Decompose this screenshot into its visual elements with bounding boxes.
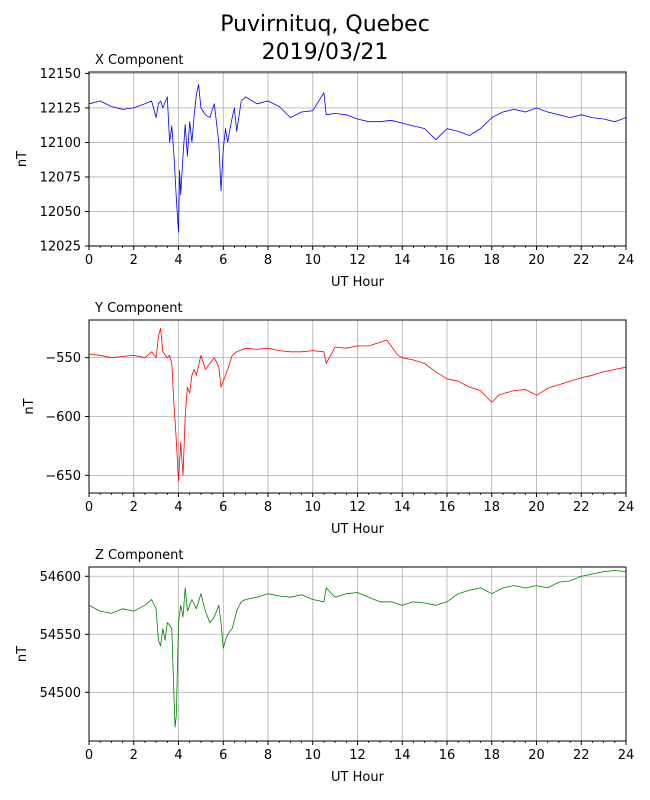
x-tick-label: 24 [618,748,635,763]
x-tick-label: 18 [483,500,500,515]
y-tick-label: 54500 [40,686,81,701]
x-tick-label: 8 [264,253,272,268]
x-tick-label: 16 [439,253,456,268]
x-tick-label: 14 [394,500,411,515]
x-tick-label: 14 [394,748,411,763]
y-tick-label: 12125 [40,101,81,116]
x-tick-label: 20 [528,748,545,763]
x-tick-label: 14 [394,253,411,268]
x-tick-label: 20 [528,500,545,515]
x-tick-label: 22 [573,253,590,268]
z-component-series-line [88,570,627,728]
x-tick-label: 8 [264,748,272,763]
y-tick-label: −550 [45,351,81,366]
x-tick-label: 16 [439,748,456,763]
x-tick-label: 0 [85,253,93,268]
x-tick-label: 6 [219,253,227,268]
x-tick-label: 10 [304,253,321,268]
figure-title-date: 2019/03/21 [261,40,389,65]
x-tick-label: 10 [304,748,321,763]
panel-title: X Component [95,53,184,68]
x-component-series-line [88,84,627,233]
x-tick-label: 22 [573,500,590,515]
x-tick-label: 6 [219,500,227,515]
x-axis-label: UT Hour [331,770,385,785]
y-tick-label: 54600 [40,570,81,585]
panel-title: Y Component [94,301,183,316]
y-tick-label: 12025 [40,240,81,255]
x-tick-label: 2 [130,500,138,515]
x-tick-label: 18 [483,748,500,763]
y-axis-label: nT [15,151,30,167]
x-tick-label: 4 [174,748,182,763]
x-tick-label: 2 [130,748,138,763]
x-tick-label: 22 [573,748,590,763]
y-tick-label: 12075 [40,170,81,185]
y-axis-label: nT [22,398,37,414]
y-component-series-line [88,327,627,482]
x-tick-label: 24 [618,500,635,515]
x-tick-label: 12 [349,500,366,515]
x-tick-label: 6 [219,748,227,763]
x-tick-label: 10 [304,500,321,515]
x-tick-label: 24 [618,253,635,268]
x-tick-label: 12 [349,253,366,268]
x-axis-label: UT Hour [331,522,385,537]
x-tick-label: 12 [349,748,366,763]
panel-title: Z Component [95,548,184,563]
x-tick-label: 0 [85,748,93,763]
y-tick-label: 12050 [40,205,81,220]
x-tick-label: 18 [483,253,500,268]
x-tick-label: 20 [528,253,545,268]
x-tick-label: 4 [174,253,182,268]
y-tick-label: −650 [45,469,81,484]
figure-title-station: Puvirnituq, Quebec [220,12,430,37]
y-tick-label: 12100 [40,136,81,151]
x-tick-label: 0 [85,500,93,515]
y-tick-label: 54550 [40,628,81,643]
x-tick-label: 16 [439,500,456,515]
x-axis-label: UT Hour [331,275,385,290]
y-axis-label: nT [15,646,30,662]
x-tick-label: 4 [174,500,182,515]
y-tick-label: 12150 [40,67,81,82]
x-tick-label: 2 [130,253,138,268]
x-tick-label: 8 [264,500,272,515]
y-tick-label: −600 [45,410,81,425]
